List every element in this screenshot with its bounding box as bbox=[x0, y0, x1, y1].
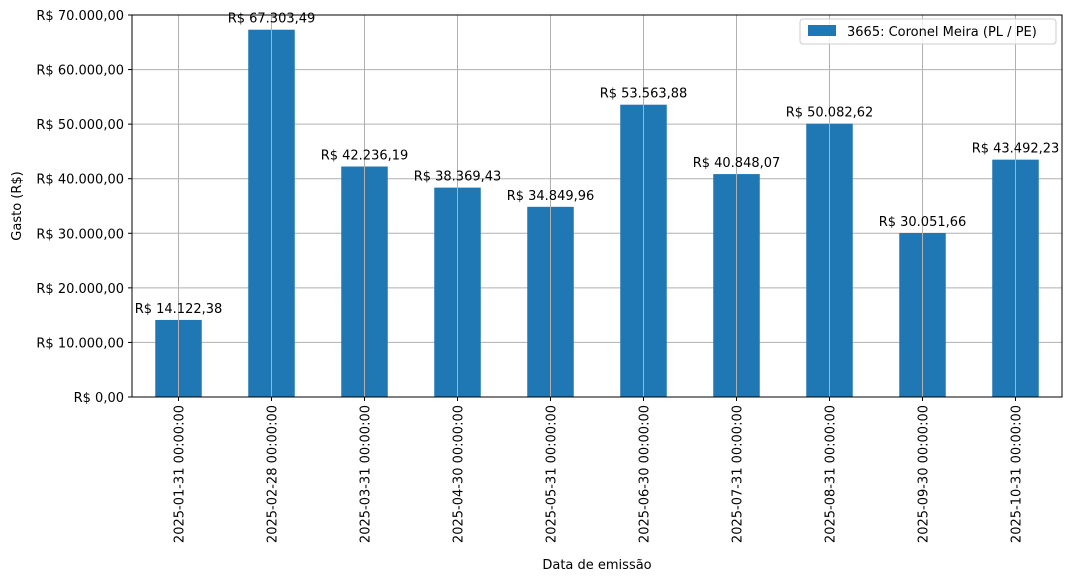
y-axis-ticks: R$ 0,00 R$ 10.000,00 R$ 20.000,00 R$ 30.000… bbox=[36, 9, 132, 406]
y-tick-label: R$ 40.000,00 bbox=[36, 173, 124, 188]
data-label: R$ 50.082,62 bbox=[786, 106, 874, 121]
x-tick-label: 2025-10-31 00:00:00 bbox=[1010, 405, 1025, 543]
legend: 3665: Coronel Meira (PL / PE) bbox=[799, 18, 1057, 45]
y-tick-label: R$ 0,00 bbox=[74, 391, 124, 406]
plot-frame bbox=[131, 14, 1063, 398]
y-tick-label: R$ 60.000,00 bbox=[36, 64, 124, 79]
legend-swatch bbox=[808, 25, 836, 36]
data-label: R$ 34.849,96 bbox=[507, 189, 595, 204]
data-label: R$ 67.303,49 bbox=[228, 12, 316, 27]
x-tick-label: 2025-04-30 00:00:00 bbox=[452, 405, 467, 543]
x-tick-label: 2025-01-31 00:00:00 bbox=[173, 405, 188, 543]
x-axis-label: Data de emissão bbox=[542, 558, 651, 573]
y-tick-label: R$ 70.000,00 bbox=[36, 9, 124, 24]
vertical-grid bbox=[178, 15, 1016, 397]
y-tick-label: R$ 10.000,00 bbox=[36, 336, 124, 351]
y-tick-label: R$ 50.000,00 bbox=[36, 118, 124, 133]
y-tick-label: R$ 20.000,00 bbox=[36, 282, 124, 297]
y-tick-label: R$ 30.000,00 bbox=[36, 227, 124, 242]
y-axis-label: Gasto (R$) bbox=[10, 171, 25, 240]
x-axis-ticks: 2025-01-31 00:00:00 2025-02-28 00:00:00 20… bbox=[173, 397, 1025, 543]
data-label: R$ 30.051,66 bbox=[879, 215, 967, 230]
data-label: R$ 43.492,23 bbox=[972, 142, 1060, 157]
x-tick-label: 2025-06-30 00:00:00 bbox=[638, 405, 653, 543]
data-label: R$ 14.122,38 bbox=[135, 302, 223, 317]
data-label: R$ 53.563,88 bbox=[600, 87, 688, 102]
x-tick-label: 2025-08-31 00:00:00 bbox=[824, 405, 839, 543]
legend-entry-label: 3665: Coronel Meira (PL / PE) bbox=[847, 25, 1037, 40]
legend-box bbox=[799, 18, 1057, 45]
data-label: R$ 40.848,07 bbox=[693, 156, 781, 171]
x-tick-label: 2025-03-31 00:00:00 bbox=[359, 405, 374, 543]
x-tick-label: 2025-02-28 00:00:00 bbox=[266, 405, 281, 543]
x-tick-label: 2025-09-30 00:00:00 bbox=[917, 405, 932, 543]
bars bbox=[155, 29, 1039, 398]
data-label: R$ 38.369,43 bbox=[414, 170, 502, 185]
x-tick-label: 2025-07-31 00:00:00 bbox=[731, 405, 746, 543]
data-label: R$ 42.236,19 bbox=[321, 149, 409, 164]
x-tick-label: 2025-05-31 00:00:00 bbox=[545, 405, 560, 543]
